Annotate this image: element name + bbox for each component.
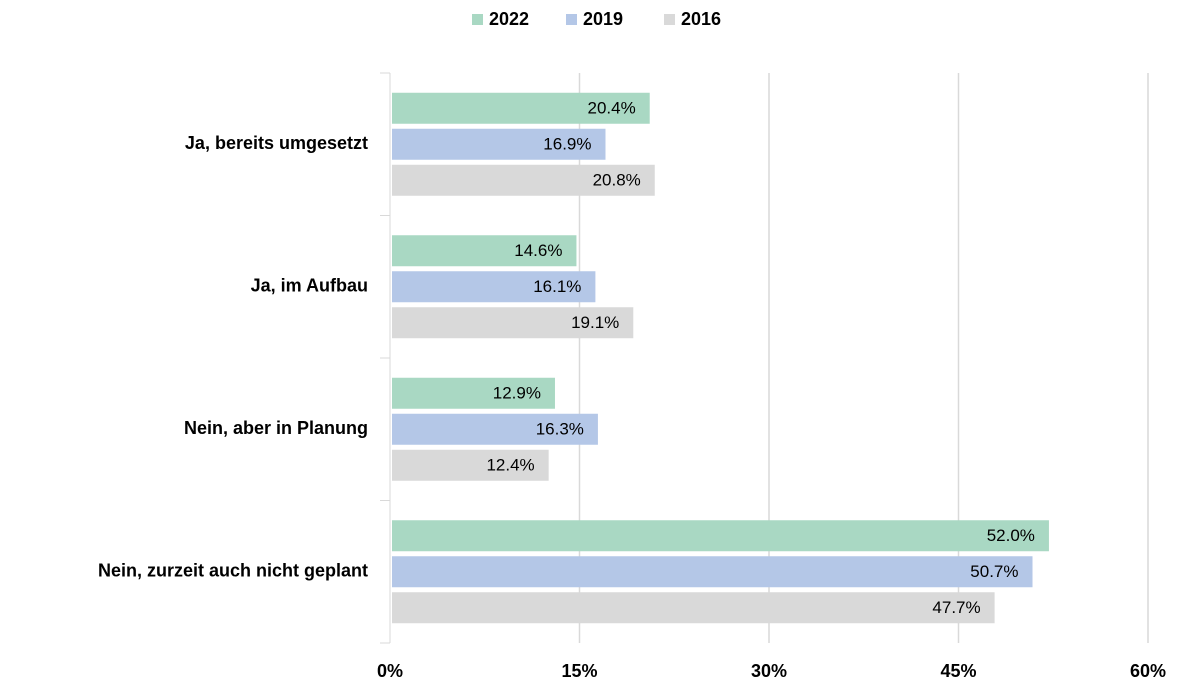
bar [392, 92, 650, 124]
bar [392, 271, 596, 303]
bar [392, 164, 655, 196]
value-label: 16.9% [543, 135, 591, 154]
value-label: 47.7% [932, 598, 980, 617]
bar [392, 377, 555, 409]
value-label: 14.6% [514, 241, 562, 260]
legend-swatch [472, 14, 483, 25]
value-label: 50.7% [970, 562, 1018, 581]
y-tick-label: Nein, aber in Planung [184, 418, 368, 438]
bar [392, 556, 1033, 588]
x-tick-label: 30% [751, 661, 787, 681]
value-label: 20.8% [593, 171, 641, 190]
legend-label: 2016 [681, 9, 721, 29]
x-tick-label: 15% [561, 661, 597, 681]
bar [392, 520, 1049, 552]
bar [392, 307, 634, 339]
bar [392, 128, 606, 160]
bar [392, 413, 598, 445]
bar [392, 235, 577, 267]
legend-label: 2019 [583, 9, 623, 29]
y-tick-label: Ja, im Aufbau [251, 276, 368, 296]
bar [392, 592, 995, 624]
value-label: 19.1% [571, 313, 619, 332]
bar [392, 449, 549, 481]
x-tick-label: 45% [940, 661, 976, 681]
x-tick-label: 60% [1130, 661, 1166, 681]
value-label: 12.4% [486, 456, 534, 475]
value-label: 16.3% [536, 420, 584, 439]
value-label: 16.1% [533, 277, 581, 296]
legend-swatch [664, 14, 675, 25]
x-tick-label: 0% [377, 661, 403, 681]
legend-label: 2022 [489, 9, 529, 29]
value-label: 12.9% [493, 384, 541, 403]
legend-swatch [566, 14, 577, 25]
value-label: 20.4% [588, 99, 636, 118]
y-tick-label: Nein, zurzeit auch nicht geplant [98, 561, 368, 581]
y-tick-label: Ja, bereits umgesetzt [185, 133, 368, 153]
value-label: 52.0% [987, 526, 1035, 545]
